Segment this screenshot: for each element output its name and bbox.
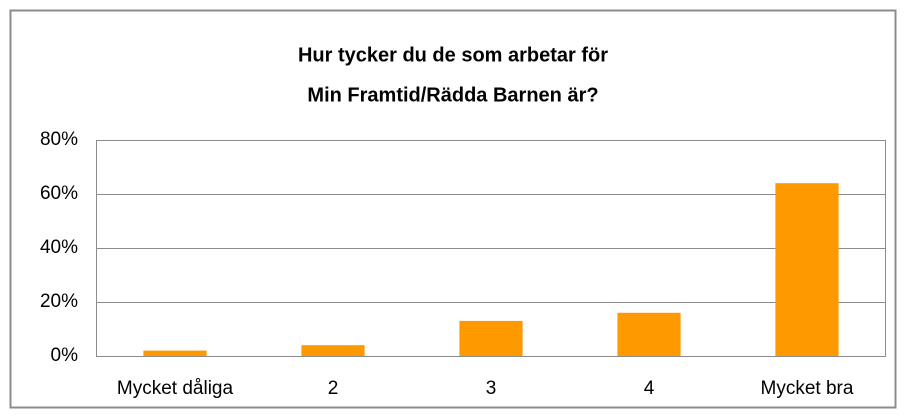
y-tick-label: 40% <box>40 237 78 258</box>
chart-title: Min Framtid/Rädda Barnen är? <box>307 84 598 106</box>
bar <box>301 345 365 356</box>
y-tick-label: 0% <box>51 345 79 366</box>
y-tick-label: 20% <box>40 291 78 312</box>
bar <box>617 312 681 356</box>
x-tick-label: Mycket dåliga <box>117 378 234 399</box>
chart-border <box>9 9 897 409</box>
x-tick-label: 3 <box>486 378 497 399</box>
bar <box>459 320 523 356</box>
x-tick-label: Mycket bra <box>761 378 854 399</box>
bar <box>143 350 207 356</box>
x-tick-label: 2 <box>328 378 339 399</box>
bar <box>775 183 839 356</box>
y-tick-label: 60% <box>40 183 78 204</box>
chart-title: Hur tycker du de som arbetar för <box>298 44 608 66</box>
x-tick-label: 4 <box>644 378 655 399</box>
y-tick-label: 80% <box>40 129 78 150</box>
